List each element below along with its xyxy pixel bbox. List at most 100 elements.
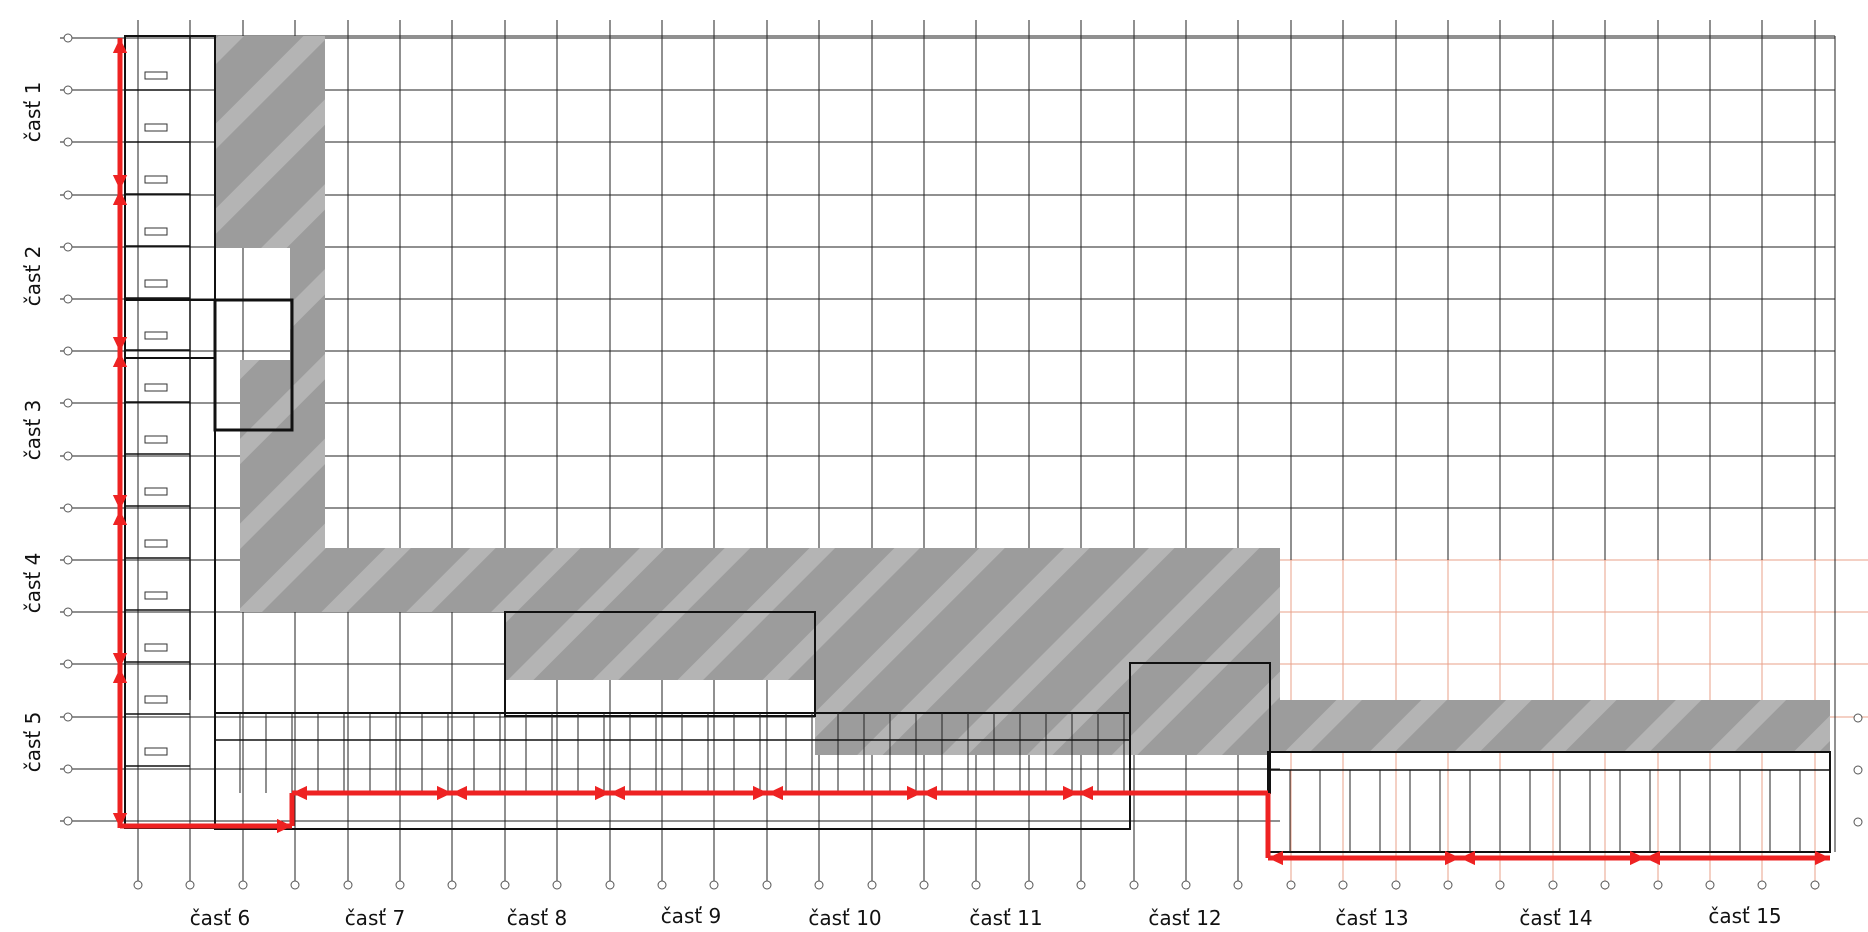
grid-bubble — [1076, 880, 1086, 890]
grid-bubble — [63, 555, 73, 565]
column-label: časť 13 — [1335, 906, 1408, 930]
grid-bubble — [1810, 880, 1820, 890]
grid-bubble — [447, 880, 457, 890]
lower-right-wing-outline — [1267, 751, 1831, 853]
arrow-head — [768, 785, 783, 801]
grid-bubble — [1600, 880, 1610, 890]
room-tag — [144, 279, 168, 288]
grid-bubble — [867, 880, 877, 890]
room-tag — [144, 331, 168, 340]
arrow-head — [907, 785, 922, 801]
section-arrows — [112, 38, 1830, 866]
grid-bubble — [63, 294, 73, 304]
grid-bubble — [63, 451, 73, 461]
arrow-head — [922, 785, 937, 801]
grid-bubble — [1705, 880, 1715, 890]
column-labels: časť 6 časť 7 časť 8 časť 9 časť 10 časť… — [190, 904, 1782, 930]
grid-bubble — [63, 659, 73, 669]
grid-bubble — [63, 816, 73, 826]
arrow-head — [112, 190, 128, 205]
arrow-head — [1268, 850, 1283, 866]
arrow-head — [452, 785, 467, 801]
grid-bubble — [133, 880, 143, 890]
arrow-head — [112, 668, 128, 683]
column-label: časť 14 — [1519, 906, 1592, 930]
grid-bubble — [500, 880, 510, 890]
grid-bubble — [1024, 880, 1034, 890]
column-label: časť 15 — [1708, 904, 1781, 928]
grid-bubble — [605, 880, 615, 890]
column-label: časť 12 — [1148, 906, 1221, 930]
grid-bubble — [395, 880, 405, 890]
grid-bubble — [63, 398, 73, 408]
grid-bubble — [552, 880, 562, 890]
arrow-head — [112, 495, 128, 510]
grid-bubble — [1653, 880, 1663, 890]
arrow-head — [277, 818, 292, 834]
lower-wing-block-8-11 — [504, 611, 816, 717]
grid-bubble — [1853, 765, 1863, 775]
arrow-head — [1815, 850, 1830, 866]
arrow-head — [112, 813, 128, 828]
hatched-zone-vertical — [216, 36, 1280, 755]
row-label: časť 4 — [21, 553, 45, 614]
grid-bubble — [814, 880, 824, 890]
column-label: časť 9 — [661, 904, 722, 928]
room-tag — [144, 591, 168, 600]
row-labels: časť 1 časť 2 časť 3 časť 4 časť 5 — [21, 82, 45, 773]
room-tag — [144, 227, 168, 236]
grid-bubble — [63, 346, 73, 356]
row-label: časť 2 — [21, 246, 45, 307]
grid-bubble — [1548, 880, 1558, 890]
room-tag — [144, 747, 168, 756]
column-label: časť 6 — [190, 906, 251, 930]
grid-bubble — [919, 880, 929, 890]
arrow-head — [1630, 850, 1645, 866]
arrow-head — [610, 785, 625, 801]
room-tag — [144, 539, 168, 548]
arrow-head — [112, 352, 128, 367]
grid-bubbles — [63, 33, 1863, 890]
arrow-head — [112, 510, 128, 525]
grid-bubble — [290, 880, 300, 890]
grid-bubble — [185, 880, 195, 890]
arrow-head — [1645, 850, 1660, 866]
arrow-head — [112, 38, 128, 53]
grid-bubble — [63, 137, 73, 147]
room-tag — [144, 71, 168, 80]
room-tag — [144, 695, 168, 704]
row-label: časť 3 — [21, 400, 45, 461]
grid-bubble — [1233, 880, 1243, 890]
arrow-head — [437, 785, 452, 801]
arrow-head — [1063, 785, 1078, 801]
arrow-head — [595, 785, 610, 801]
grid-bubble — [63, 764, 73, 774]
room-tag — [144, 435, 168, 444]
grid-bubble — [63, 85, 73, 95]
column-label: časť 8 — [507, 906, 568, 930]
grid-bubble — [63, 190, 73, 200]
grid-bubble — [1495, 880, 1505, 890]
arrow-head — [112, 337, 128, 352]
room-tag — [144, 383, 168, 392]
arrow-head — [1078, 785, 1093, 801]
grid-bubble — [971, 880, 981, 890]
arrow-head — [1445, 850, 1460, 866]
grid-bubble — [1853, 713, 1863, 723]
grid-bubble — [343, 880, 353, 890]
grid-bubble — [63, 33, 73, 43]
grid-bubble — [1853, 817, 1863, 827]
grid-bubble — [1391, 880, 1401, 890]
arrow-head — [1460, 850, 1475, 866]
column-label: časť 11 — [969, 906, 1042, 930]
grid-bubble — [63, 607, 73, 617]
grid-bubble — [762, 880, 772, 890]
arrow-head — [753, 785, 768, 801]
grid-bubble — [1757, 880, 1767, 890]
arrow-head — [112, 175, 128, 190]
column-label: časť 7 — [345, 906, 406, 930]
row-label: časť 5 — [21, 712, 45, 773]
grid-bubble — [657, 880, 667, 890]
column-label: časť 10 — [808, 906, 881, 930]
